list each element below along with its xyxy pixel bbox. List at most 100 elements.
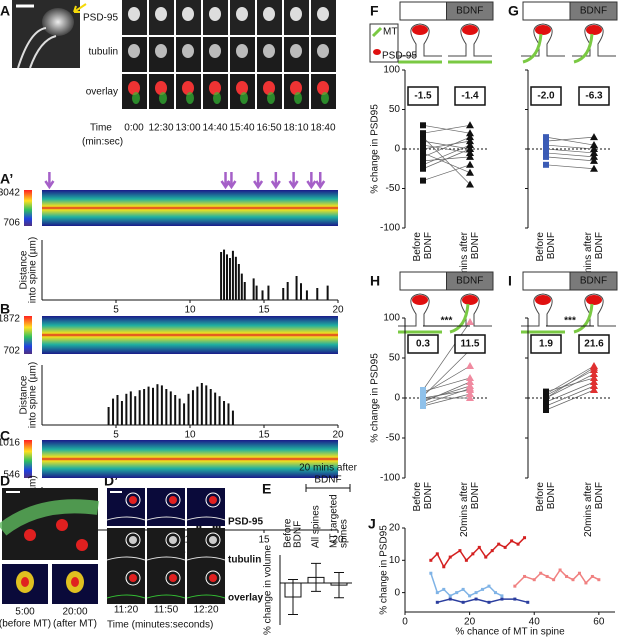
x-tick-label: 15 (258, 535, 270, 546)
point (590, 152, 598, 160)
event-arrow (44, 172, 55, 190)
channel-label: overlay (86, 87, 118, 98)
mean-label: 0.3 (416, 339, 430, 350)
panel-letter: F (370, 3, 379, 19)
bar (129, 391, 132, 425)
y-tick-label: -100 (380, 223, 400, 234)
bar (169, 391, 172, 425)
mean-box (530, 334, 562, 354)
point (513, 597, 517, 601)
frame-signal (155, 81, 167, 95)
point (552, 578, 556, 582)
point (590, 374, 598, 381)
point (590, 574, 594, 578)
y-tick-label: -100 (380, 473, 400, 484)
error-bar (334, 572, 344, 599)
time-label: 12:30 (148, 123, 173, 134)
x-tick-label: 5 (113, 305, 119, 316)
frame-signal (240, 92, 248, 104)
point (497, 542, 501, 546)
bar (178, 398, 181, 425)
condition-label: BDNF (580, 276, 607, 287)
event-arrow (288, 172, 299, 190)
frame-signal (125, 570, 141, 586)
frame-signal (205, 532, 221, 548)
point (543, 388, 549, 395)
pair-line (422, 124, 471, 134)
legend-box (369, 23, 399, 63)
axis-label: % change in PSD95 (370, 353, 381, 443)
point (420, 153, 426, 160)
kymograph (42, 316, 338, 354)
x-label: BDNF (546, 482, 557, 509)
dendrite-outline (146, 516, 186, 521)
psd-drawing (535, 295, 551, 305)
point (420, 401, 426, 408)
legend-label: MT (383, 27, 397, 38)
point (503, 545, 507, 549)
frame-signal (290, 7, 302, 21)
bar (107, 407, 110, 425)
spine-drawing (572, 23, 616, 57)
point (484, 555, 488, 559)
pair-line (422, 144, 471, 154)
point (590, 164, 598, 172)
point (466, 141, 474, 149)
colorbar-label: 1016 (0, 438, 20, 449)
bar (196, 386, 199, 425)
point (466, 180, 474, 188)
time-label: 15:40 (229, 123, 254, 134)
dendrite-outline (106, 556, 146, 561)
frame-signal (317, 7, 329, 21)
frame-signal (290, 44, 302, 58)
bar (223, 401, 226, 425)
bar (223, 249, 226, 300)
x-label: 20mins after (459, 231, 470, 287)
point (420, 134, 426, 141)
event-arrow (306, 172, 317, 190)
point (543, 138, 549, 145)
frame-signal (21, 577, 29, 587)
mean-label: -6.3 (585, 91, 603, 102)
point (490, 549, 494, 553)
point (420, 138, 426, 145)
point (590, 386, 598, 393)
point (435, 591, 439, 595)
point (543, 142, 549, 149)
point (442, 565, 446, 569)
axis-label: into spine (µm) (28, 237, 39, 303)
image (12, 0, 80, 68)
point (590, 148, 598, 156)
point (435, 600, 439, 604)
point (487, 584, 491, 588)
frame-signal (129, 574, 137, 582)
frame-signal (205, 492, 221, 508)
bar (143, 389, 146, 425)
bar (160, 385, 163, 425)
colorbar-label: 702 (3, 346, 20, 357)
bar (220, 252, 223, 300)
y-tick-label: 0 (394, 587, 400, 598)
mean-box (454, 86, 486, 106)
bar (261, 290, 264, 300)
x-label: BDNF (470, 232, 481, 259)
x-tick-label: 0 (402, 617, 408, 628)
y-tick-label: 0 (394, 393, 400, 404)
frame (187, 566, 225, 604)
group-label: 20 mins after (299, 463, 357, 474)
spine-drawing (448, 23, 492, 57)
point (597, 578, 601, 582)
point (420, 177, 426, 184)
pair-line (545, 367, 595, 399)
dendrite-outline (106, 594, 146, 599)
series-line (430, 572, 503, 597)
spine-drawing (572, 293, 616, 327)
frame-signal (159, 92, 167, 104)
axis-label: % chance of MT in spine (455, 627, 565, 638)
point (461, 587, 465, 591)
significance-label: *** (564, 316, 576, 327)
bar (156, 384, 159, 425)
x-label: Before (535, 232, 546, 262)
x-label: BDNF (423, 482, 434, 509)
point (448, 555, 452, 559)
